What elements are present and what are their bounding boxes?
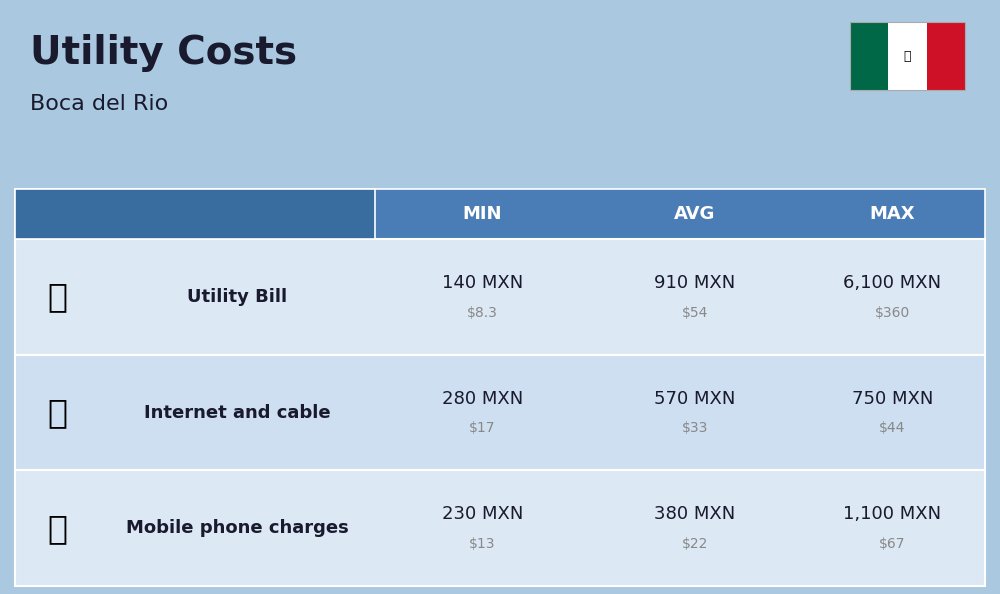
- FancyBboxPatch shape: [15, 189, 985, 239]
- Text: 📶: 📶: [47, 396, 68, 429]
- Text: $22: $22: [682, 537, 708, 551]
- Text: 140 MXN: 140 MXN: [442, 274, 523, 292]
- Bar: [850, 22, 965, 90]
- Text: AVG: AVG: [674, 205, 716, 223]
- Text: MAX: MAX: [870, 205, 915, 223]
- Text: $67: $67: [879, 537, 906, 551]
- Text: Utility Bill: Utility Bill: [187, 288, 288, 306]
- Text: 910 MXN: 910 MXN: [654, 274, 736, 292]
- Text: $8.3: $8.3: [467, 306, 498, 320]
- Text: 1,100 MXN: 1,100 MXN: [843, 505, 942, 523]
- Text: 570 MXN: 570 MXN: [654, 390, 736, 407]
- Text: MIN: MIN: [463, 205, 502, 223]
- Text: $54: $54: [682, 306, 708, 320]
- FancyBboxPatch shape: [888, 22, 927, 90]
- FancyBboxPatch shape: [15, 189, 375, 239]
- Text: Utility Costs: Utility Costs: [30, 34, 297, 72]
- Text: Internet and cable: Internet and cable: [144, 403, 331, 422]
- Text: $17: $17: [469, 422, 496, 435]
- Text: 230 MXN: 230 MXN: [442, 505, 523, 523]
- FancyBboxPatch shape: [850, 22, 888, 90]
- Text: Mobile phone charges: Mobile phone charges: [126, 519, 349, 537]
- Text: $360: $360: [875, 306, 910, 320]
- FancyBboxPatch shape: [15, 470, 985, 586]
- Text: 🦅: 🦅: [904, 49, 911, 62]
- Text: 6,100 MXN: 6,100 MXN: [843, 274, 942, 292]
- Text: 750 MXN: 750 MXN: [852, 390, 933, 407]
- FancyBboxPatch shape: [927, 22, 965, 90]
- Text: 🔧: 🔧: [47, 280, 68, 313]
- Text: 📱: 📱: [47, 511, 68, 545]
- FancyBboxPatch shape: [15, 355, 985, 470]
- FancyBboxPatch shape: [15, 239, 985, 355]
- Text: Boca del Rio: Boca del Rio: [30, 94, 168, 114]
- Text: $13: $13: [469, 537, 496, 551]
- Text: 280 MXN: 280 MXN: [442, 390, 523, 407]
- Text: $33: $33: [682, 422, 708, 435]
- Text: 380 MXN: 380 MXN: [654, 505, 736, 523]
- Text: $44: $44: [879, 422, 906, 435]
